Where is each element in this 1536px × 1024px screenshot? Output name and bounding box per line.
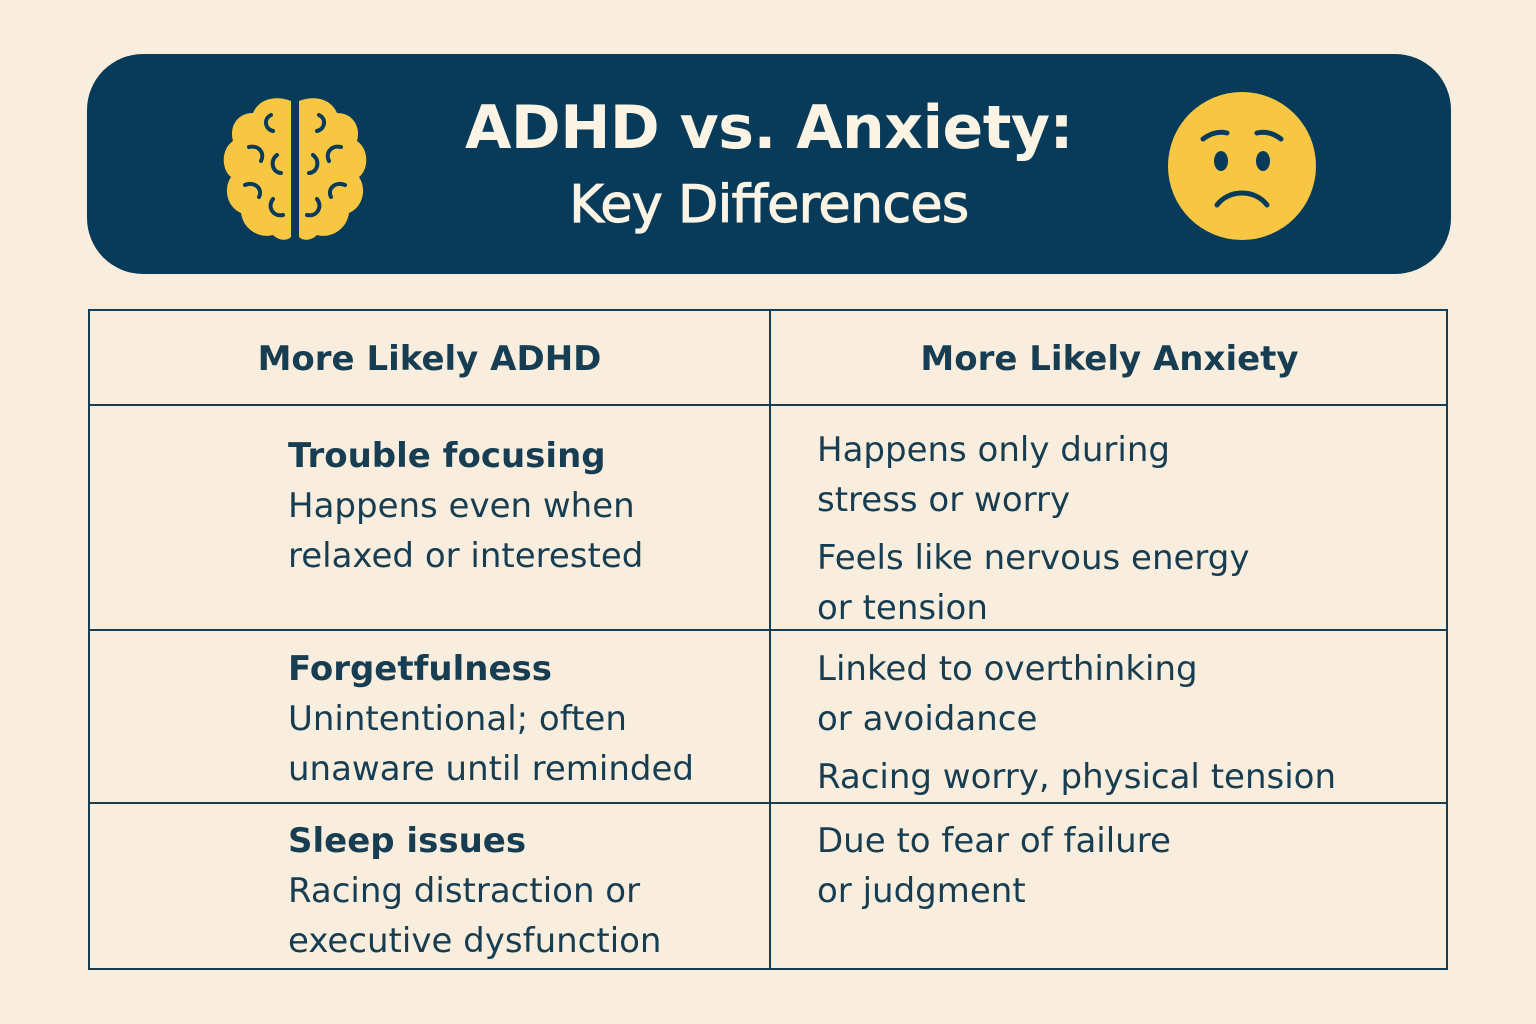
title-banner: ADHD vs. Anxiety: Key Differences [87,54,1451,274]
symptom-description: executive dysfunction [288,921,662,961]
table-cell-anxiety: Linked to overthinking or avoidance Raci… [817,644,1336,802]
header-adhd: More Likely ADHD [257,339,602,379]
anxiety-note: Feels like nervous energy or tension [817,533,1250,633]
anxiety-note: Racing worry, physical tension [817,752,1336,802]
header-anxiety: More Likely Anxiety [920,339,1299,379]
symptom-description: relaxed or interested [288,536,644,576]
anxiety-line: or tension [817,588,988,628]
anxiety-line: stress or worry [817,480,1071,520]
worried-face-icon [1168,92,1316,240]
page-title: ADHD vs. Anxiety: [464,93,1074,163]
anxiety-line: Linked to overthinking [817,649,1198,689]
anxiety-note: Happens only during stress or worry [817,425,1250,525]
anxiety-line: Racing worry, physical tension [817,757,1336,797]
anxiety-line: or avoidance [817,699,1038,739]
symptom-description: Racing distraction or [288,871,641,911]
anxiety-line: Due to fear of failure [817,821,1171,861]
symptom-description: Happens even when [288,486,635,526]
brain-icon [223,98,367,240]
anxiety-note: Linked to overthinking or avoidance [817,644,1336,744]
comparison-table: More Likely ADHD More Likely Anxiety Tro… [88,309,1448,970]
symptom-term: Sleep issues [288,821,527,861]
row-divider [90,802,1446,804]
row-divider [90,629,1446,631]
page-subtitle: Key Differences [569,174,970,235]
table-cell-anxiety: Due to fear of failure or judgment [817,816,1171,916]
symptom-description: unaware until reminded [288,749,695,789]
anxiety-line: Feels like nervous energy [817,538,1250,578]
table-cell-adhd: Forgetfulness Unintentional; often unawa… [288,644,694,794]
anxiety-line: Happens only during [817,430,1170,470]
table-cell-adhd: Trouble focusing Happens even when relax… [288,431,643,581]
column-divider [769,311,771,968]
table-cell-anxiety: Happens only during stress or worry Feel… [817,425,1250,633]
symptom-term: Trouble focusing [288,436,606,476]
anxiety-note: Due to fear of failure or judgment [817,816,1171,916]
header-divider [90,404,1446,406]
symptom-term: Forgetfulness [288,649,553,689]
table-cell-adhd: Sleep issues Racing distraction or execu… [288,816,662,966]
symptom-description: Unintentional; often [288,699,627,739]
anxiety-line: or judgment [817,871,1026,911]
